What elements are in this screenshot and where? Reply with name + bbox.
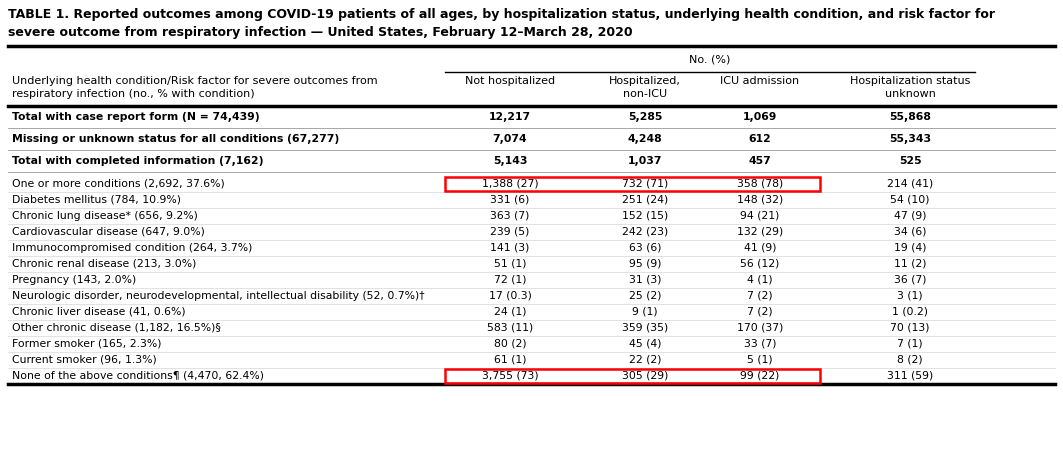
Text: Chronic renal disease (213, 3.0%): Chronic renal disease (213, 3.0%) [12, 259, 197, 269]
Text: 1,069: 1,069 [743, 112, 777, 122]
Text: 5 (1): 5 (1) [747, 355, 773, 365]
Text: 1 (0.2): 1 (0.2) [892, 307, 928, 317]
Text: 31 (3): 31 (3) [628, 275, 661, 285]
Text: 55,868: 55,868 [889, 112, 931, 122]
Text: 11 (2): 11 (2) [894, 259, 926, 269]
Text: 239 (5): 239 (5) [490, 227, 529, 237]
Text: 4,248: 4,248 [627, 134, 662, 144]
Text: 55,343: 55,343 [889, 134, 931, 144]
Text: Total with completed information (7,162): Total with completed information (7,162) [12, 156, 264, 166]
Text: 1,037: 1,037 [628, 156, 662, 166]
Text: 17 (0.3): 17 (0.3) [489, 291, 532, 301]
Text: 132 (29): 132 (29) [737, 227, 783, 237]
Text: ICU admission: ICU admission [721, 76, 799, 86]
Text: None of the above conditions¶ (4,470, 62.4%): None of the above conditions¶ (4,470, 62… [12, 371, 264, 381]
Text: 331 (6): 331 (6) [490, 195, 529, 205]
Text: 359 (35): 359 (35) [622, 323, 669, 333]
Text: 34 (6): 34 (6) [894, 227, 926, 237]
Text: Not hospitalized: Not hospitalized [465, 76, 555, 86]
Text: 3,755 (73): 3,755 (73) [482, 371, 538, 381]
Text: Hospitalization status
unknown: Hospitalization status unknown [849, 76, 971, 99]
Text: 12,217: 12,217 [489, 112, 532, 122]
Text: Current smoker (96, 1.3%): Current smoker (96, 1.3%) [12, 355, 156, 365]
Text: Other chronic disease (1,182, 16.5%)§: Other chronic disease (1,182, 16.5%)§ [12, 323, 221, 333]
Text: 141 (3): 141 (3) [490, 243, 529, 253]
Text: 33 (7): 33 (7) [744, 339, 776, 349]
Text: 51 (1): 51 (1) [493, 259, 526, 269]
Text: 242 (23): 242 (23) [622, 227, 669, 237]
Text: Chronic lung disease* (656, 9.2%): Chronic lung disease* (656, 9.2%) [12, 211, 198, 221]
Text: 3 (1): 3 (1) [897, 291, 923, 301]
Text: 4 (1): 4 (1) [747, 275, 773, 285]
Text: 170 (37): 170 (37) [737, 323, 783, 333]
Text: 19 (4): 19 (4) [894, 243, 926, 253]
Text: 9 (1): 9 (1) [632, 307, 658, 317]
Text: Immunocompromised condition (264, 3.7%): Immunocompromised condition (264, 3.7%) [12, 243, 252, 253]
Text: Pregnancy (143, 2.0%): Pregnancy (143, 2.0%) [12, 275, 136, 285]
Text: Missing or unknown status for all conditions (67,277): Missing or unknown status for all condit… [12, 134, 339, 144]
Text: 583 (11): 583 (11) [487, 323, 534, 333]
Text: 47 (9): 47 (9) [894, 211, 926, 221]
Text: 525: 525 [898, 156, 922, 166]
Text: 305 (29): 305 (29) [622, 371, 669, 381]
Text: 311 (59): 311 (59) [887, 371, 933, 381]
Text: TABLE 1. Reported outcomes among COVID-19 patients of all ages, by hospitalizati: TABLE 1. Reported outcomes among COVID-1… [9, 8, 995, 21]
Text: 95 (9): 95 (9) [628, 259, 661, 269]
Text: 70 (13): 70 (13) [890, 323, 930, 333]
Text: 56 (12): 56 (12) [740, 259, 779, 269]
Text: 8 (2): 8 (2) [897, 355, 923, 365]
Text: 148 (32): 148 (32) [737, 195, 783, 205]
Text: 5,285: 5,285 [628, 112, 662, 122]
Text: 152 (15): 152 (15) [622, 211, 669, 221]
Text: 363 (7): 363 (7) [490, 211, 529, 221]
Text: 7 (2): 7 (2) [747, 291, 773, 301]
Text: Total with case report form (N = 74,439): Total with case report form (N = 74,439) [12, 112, 259, 122]
Text: 7 (1): 7 (1) [897, 339, 923, 349]
Text: 80 (2): 80 (2) [493, 339, 526, 349]
Text: 214 (41): 214 (41) [887, 179, 933, 189]
Text: Underlying health condition/Risk factor for severe outcomes from
respiratory inf: Underlying health condition/Risk factor … [12, 76, 377, 99]
Text: Hospitalized,
non-ICU: Hospitalized, non-ICU [609, 76, 681, 99]
Text: 94 (21): 94 (21) [740, 211, 779, 221]
Text: 251 (24): 251 (24) [622, 195, 669, 205]
Text: Neurologic disorder, neurodevelopmental, intellectual disability (52, 0.7%)†: Neurologic disorder, neurodevelopmental,… [12, 291, 424, 301]
Text: 612: 612 [748, 134, 772, 144]
Text: 72 (1): 72 (1) [493, 275, 526, 285]
Text: 457: 457 [748, 156, 772, 166]
Text: severe outcome from respiratory infection — United States, February 12–March 28,: severe outcome from respiratory infectio… [9, 26, 632, 39]
Text: 41 (9): 41 (9) [744, 243, 776, 253]
Text: 61 (1): 61 (1) [493, 355, 526, 365]
Text: One or more conditions (2,692, 37.6%): One or more conditions (2,692, 37.6%) [12, 179, 224, 189]
Text: 45 (4): 45 (4) [628, 339, 661, 349]
Text: Former smoker (165, 2.3%): Former smoker (165, 2.3%) [12, 339, 162, 349]
Text: Chronic liver disease (41, 0.6%): Chronic liver disease (41, 0.6%) [12, 307, 186, 317]
Text: 732 (71): 732 (71) [622, 179, 669, 189]
Text: 358 (78): 358 (78) [737, 179, 783, 189]
Text: 54 (10): 54 (10) [890, 195, 930, 205]
Text: 1,388 (27): 1,388 (27) [482, 179, 538, 189]
Text: Diabetes mellitus (784, 10.9%): Diabetes mellitus (784, 10.9%) [12, 195, 181, 205]
Text: 99 (22): 99 (22) [740, 371, 779, 381]
Text: Cardiovascular disease (647, 9.0%): Cardiovascular disease (647, 9.0%) [12, 227, 205, 237]
Bar [445, 369, 820, 383]
Text: 5,143: 5,143 [493, 156, 527, 166]
Text: 63 (6): 63 (6) [628, 243, 661, 253]
Text: 36 (7): 36 (7) [894, 275, 926, 285]
Text: 24 (1): 24 (1) [493, 307, 526, 317]
Text: 7,074: 7,074 [492, 134, 527, 144]
Text: 25 (2): 25 (2) [628, 291, 661, 301]
Text: No. (%): No. (%) [689, 54, 730, 64]
Bar [445, 177, 820, 191]
Text: 22 (2): 22 (2) [628, 355, 661, 365]
Text: 7 (2): 7 (2) [747, 307, 773, 317]
